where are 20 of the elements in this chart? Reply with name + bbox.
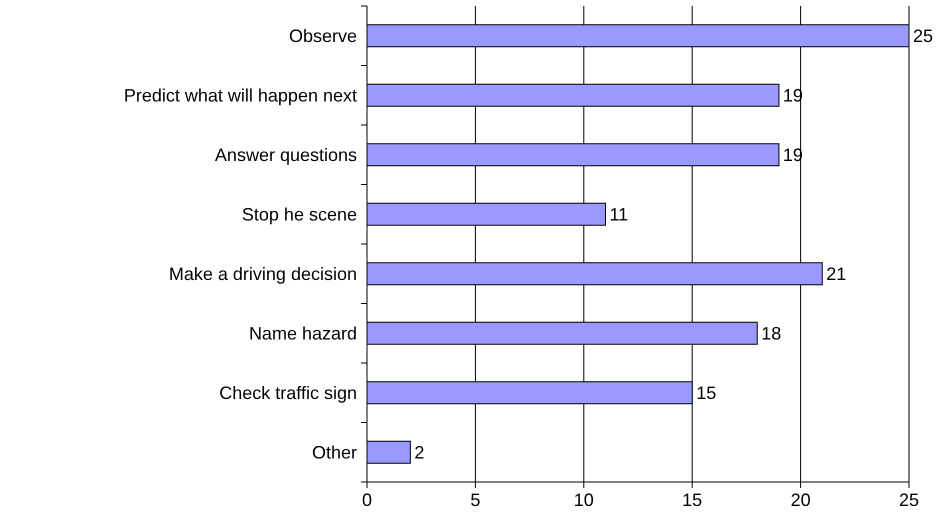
y-tick-label: Check traffic sign [219,382,357,403]
y-tick-label: Predict what will happen next [124,85,357,106]
data-label: 2 [414,442,424,462]
x-tick-label: 5 [470,490,480,510]
data-label: 18 [761,323,782,344]
data-label: 21 [826,264,846,284]
y-tick-label: Name hazard [248,323,357,344]
data-label: 11 [609,204,628,224]
y-tick-label: Other [312,442,357,462]
data-label: 25 [913,26,934,46]
x-tick-label: 20 [790,490,811,510]
y-tick-label: Answer questions [214,144,357,165]
y-tick-label: Make a driving decision [168,264,357,284]
data-label: 15 [696,382,716,403]
x-tick-label: 15 [682,490,702,510]
y-tick-label: Observe [288,26,357,46]
y-tick-label: Stop he scene [242,204,357,224]
x-tick-label: 10 [574,490,594,510]
x-tick-label: 25 [898,490,920,510]
x-tick-label: 0 [362,490,372,510]
